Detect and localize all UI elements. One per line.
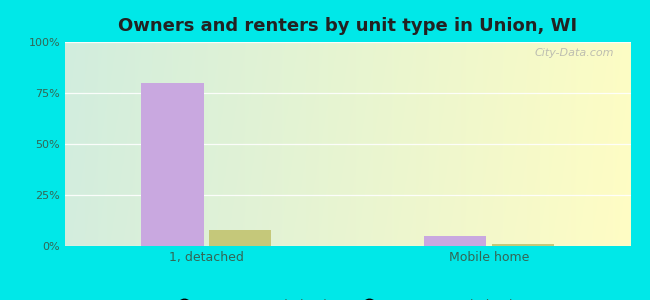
Bar (492, 244, 554, 246)
Legend: Owner occupied units, Renter occupied units: Owner occupied units, Renter occupied un… (167, 294, 528, 300)
Bar (209, 230, 272, 246)
Title: Owners and renters by unit type in Union, WI: Owners and renters by unit type in Union… (118, 17, 577, 35)
Bar (424, 236, 486, 246)
Bar (141, 83, 203, 246)
Text: City-Data.com: City-Data.com (534, 48, 614, 58)
